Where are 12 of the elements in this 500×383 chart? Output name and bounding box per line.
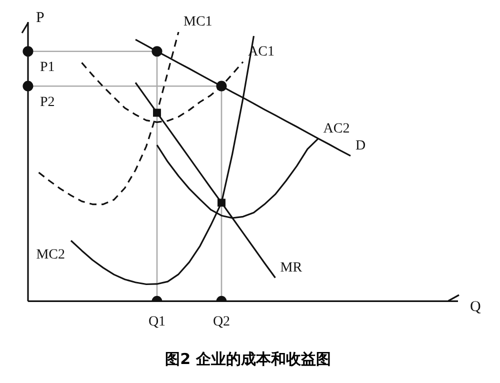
x-tick-label: Q2 — [212, 314, 230, 330]
series-label: MC1 — [184, 14, 212, 30]
series-label: D — [356, 138, 366, 154]
ref-line-label: P2 — [40, 94, 55, 110]
series-label: MC2 — [36, 247, 65, 262]
x-tick-label: Q1 — [148, 314, 166, 330]
y-axis-title: P — [36, 10, 44, 26]
series-label: AC2 — [323, 121, 350, 136]
text: 图2 企业的成本和收益图 — [164, 350, 332, 369]
series-label: MR — [280, 260, 303, 276]
ref-line-label: P1 — [40, 60, 55, 76]
x-axis-title: Q — [470, 299, 481, 316]
